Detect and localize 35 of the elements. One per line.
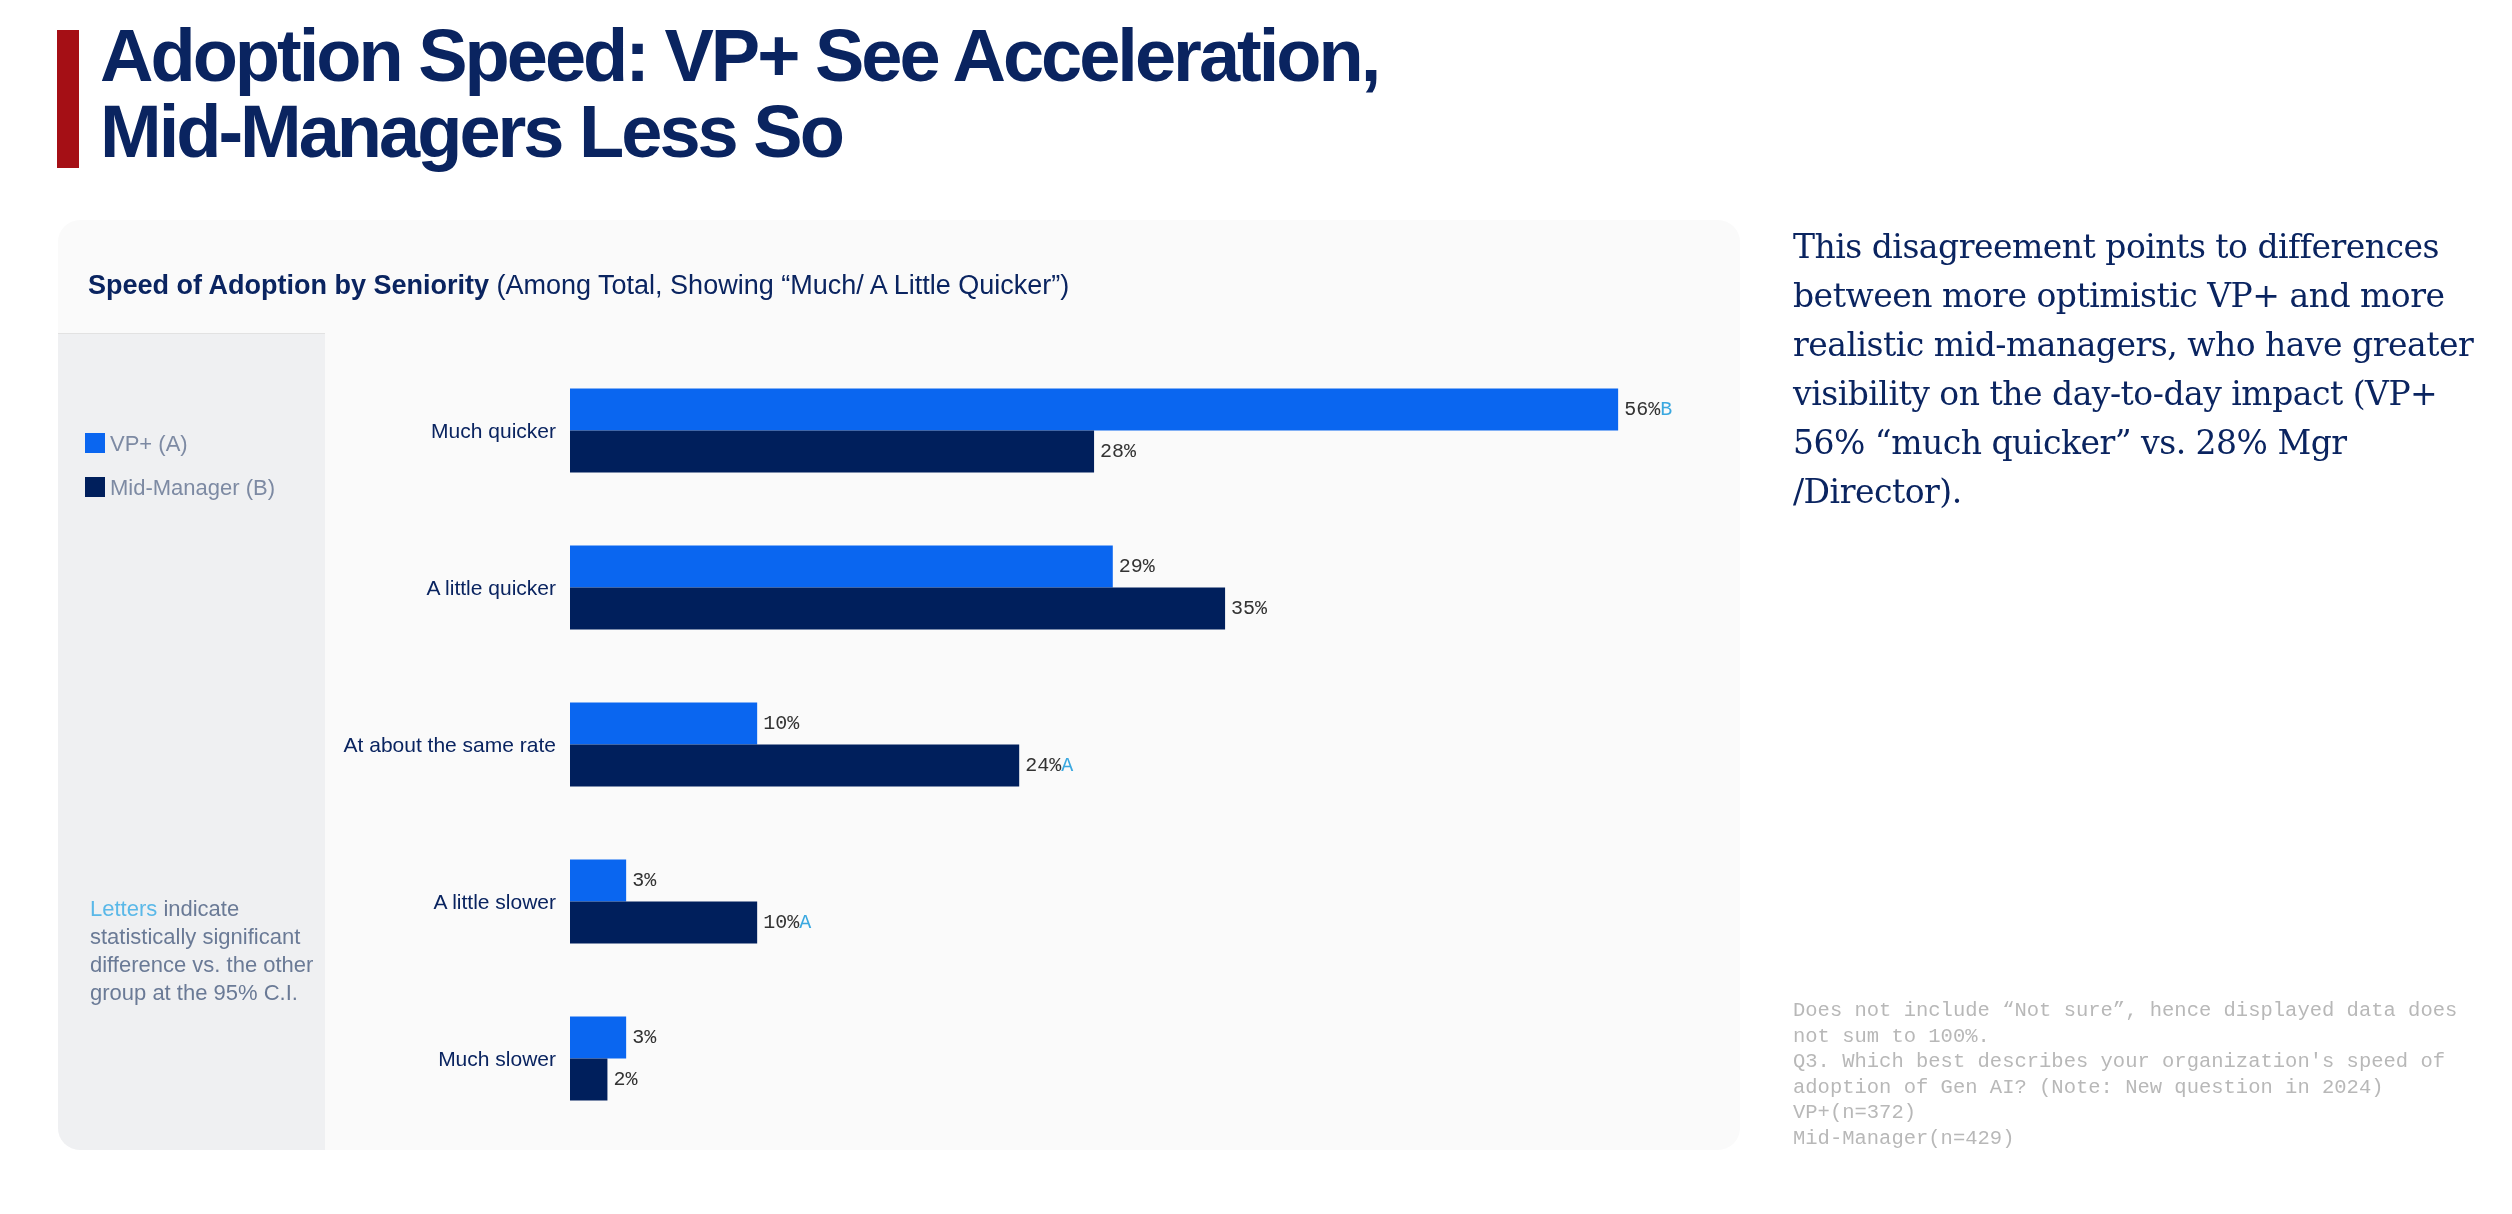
text: VP+(n=372) <box>1793 1101 1917 1124</box>
data-label: 3% <box>632 869 658 892</box>
bar <box>570 388 1619 431</box>
data-label: 29% <box>1118 555 1156 578</box>
y-tick-label: Much slower <box>438 1047 556 1070</box>
y-tick-label: Much quicker <box>431 419 556 442</box>
legend-label: Mid-Manager (B) <box>110 474 276 500</box>
data-label: 10% <box>763 712 801 735</box>
chart-title: Adoption Speed: VP+ See Acceleration, Mid-Managers Less So <box>100 14 1380 173</box>
bar <box>570 587 1226 630</box>
y-tick-label: A little slower <box>433 890 556 913</box>
bar <box>570 430 1095 473</box>
data-label: 3% <box>632 1026 658 1049</box>
legend-label: VP+ (A) <box>110 430 188 456</box>
data-label: 28% <box>1100 440 1138 463</box>
text: Letters indicate statistically significant difference vs. the other group at the 95% C.I. <box>90 895 315 1007</box>
bar <box>570 744 1020 787</box>
bar <box>570 1058 608 1101</box>
text: Mid-Manager(n=429) <box>1793 1126 2015 1150</box>
text: This disagreement points to differences between more optimistic VP+ and more realistic mid-managers, who have greater visibility on the day-to-day impact (VP+ 56% “much quicker” vs. 28% Mgr /Director). <box>1793 226 2475 513</box>
data-label: 24%A <box>1025 754 1074 777</box>
bar <box>570 702 758 745</box>
text: Q3. Which best describes your organization's speed of adoption of Gen AI? (Note: New question in 2024) <box>1793 1050 2446 1099</box>
y-tick-label: A little quicker <box>426 576 556 599</box>
bar <box>570 1016 627 1059</box>
bar <box>570 859 627 902</box>
data-label: 56%B <box>1624 398 1673 421</box>
data-label: 2% <box>613 1068 639 1091</box>
data-label: 10%A <box>763 911 812 934</box>
data-label: 35% <box>1231 597 1269 620</box>
bar <box>570 545 1113 588</box>
y-tick-label: At about the same rate <box>343 733 556 756</box>
bar <box>570 901 758 944</box>
text: Does not include “Not sure”, hence displayed data does not sum to 100%. <box>1793 999 2458 1048</box>
chart-subtitle: Speed of Adoption by Seniority (Among Total, Showing “Much/ A Little Quicker”) <box>88 270 1070 301</box>
